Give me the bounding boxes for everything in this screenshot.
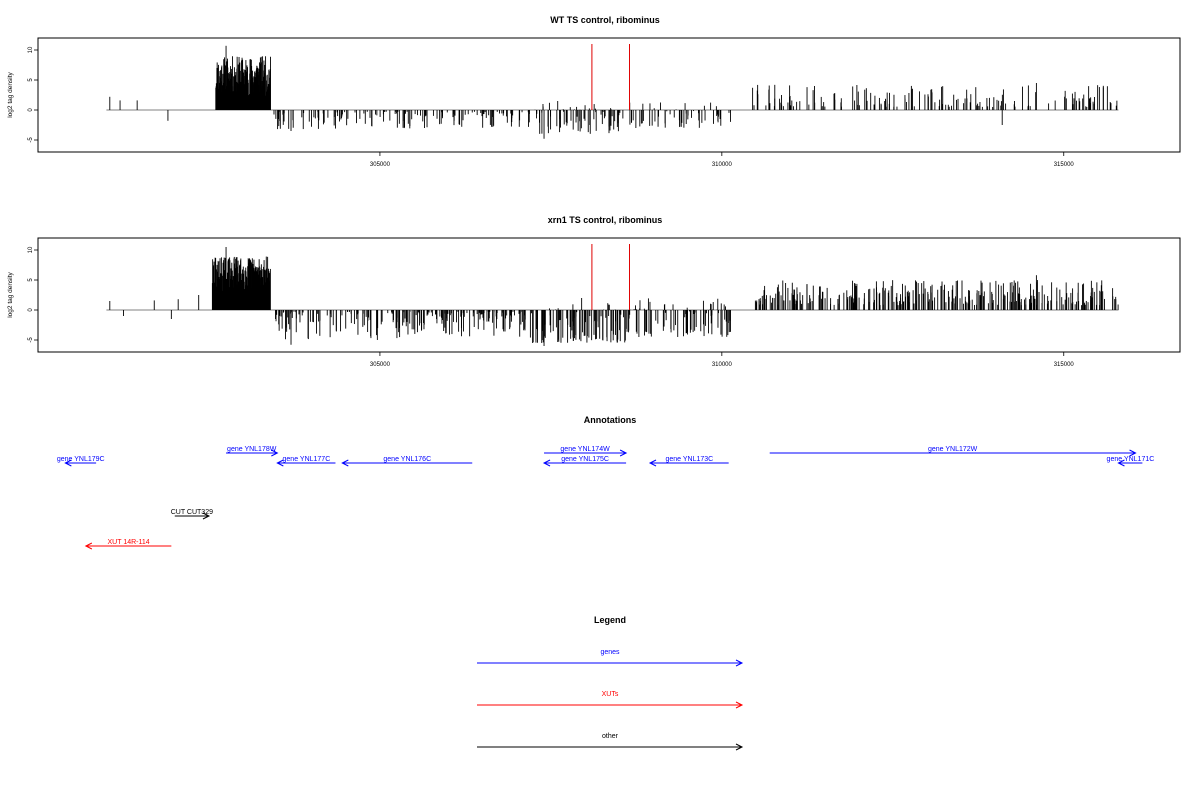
arrow-head — [271, 449, 279, 457]
y-axis-label: log2 tag density — [7, 71, 14, 117]
feature-label: gene YNL177C — [283, 456, 331, 463]
legend-entry: other — [477, 733, 744, 751]
track-panel-xrn1: xrn1 TS control, ribominus log2 tag dens… — [7, 215, 1181, 368]
annotations-title: Annotations — [584, 415, 637, 425]
panel-title: WT TS control, ribominus — [550, 15, 660, 25]
arrow-head — [64, 459, 72, 467]
plot-frame — [37, 37, 1181, 153]
arrow-head — [1117, 459, 1125, 467]
arrow-head — [1129, 449, 1137, 457]
feature-label: gene YNL176C — [383, 456, 431, 463]
legend-label: other — [602, 733, 619, 740]
feature-label: gene YNL174W — [560, 446, 610, 453]
annotation-feature: gene YNL175C — [542, 456, 627, 467]
annotation-feature: gene YNL174W — [544, 446, 628, 457]
legend-entry: genes — [477, 649, 744, 667]
track-panel-wt: WT TS control, ribominus log2 tag densit… — [7, 15, 1181, 168]
feature-label: gene YNL175C — [561, 456, 609, 463]
x-tick-label: 315000 — [1054, 362, 1075, 368]
signal-bars — [106, 44, 1119, 139]
x-tick-label: 310000 — [712, 362, 733, 368]
legend-label: genes — [600, 649, 620, 656]
feature-label: gene YNL171C — [1107, 456, 1155, 463]
x-tick-label: 310000 — [712, 162, 733, 168]
legend-label: XUTs — [602, 691, 619, 698]
plot-frame — [37, 237, 1181, 353]
annotation-feature: gene YNL176C — [341, 456, 473, 467]
y-axis-label: log2 tag density — [7, 271, 14, 317]
feature-label: gene YNL172W — [928, 446, 978, 453]
y-tick-label: 10 — [28, 46, 34, 53]
arrow-head — [648, 459, 657, 467]
annotation-feature: gene YNL178W — [226, 446, 279, 457]
feature-label: gene YNL178W — [227, 446, 277, 453]
signal-bars — [106, 244, 1119, 346]
annotation-feature: gene YNL171C — [1107, 456, 1155, 467]
y-tick-label: -5 — [28, 137, 34, 143]
y-tick-label: 0 — [28, 108, 34, 112]
y-axis: -5 0 5 10 — [28, 46, 39, 143]
arrow-head — [735, 659, 744, 667]
arrow-head — [341, 459, 349, 467]
x-axis: 305000 310000 315000 — [370, 352, 1075, 368]
x-tick-label: 305000 — [370, 162, 391, 168]
feature-label: gene YNL173C — [665, 456, 713, 463]
y-tick-label: -5 — [28, 337, 34, 343]
feature-label: gene YNL179C — [57, 456, 105, 463]
annotation-feature: gene YNL172W — [769, 446, 1137, 457]
annotation-feature: CUT CUT329 — [171, 509, 213, 520]
arrow-head — [276, 459, 284, 467]
y-axis: -5 0 5 10 — [28, 246, 39, 343]
x-tick-label: 315000 — [1054, 162, 1075, 168]
legend-title: Legend — [594, 615, 626, 625]
feature-label: CUT CUT329 — [171, 509, 213, 516]
annotation-feature: gene YNL179C — [57, 456, 105, 467]
arrow-head — [542, 459, 551, 467]
y-tick-label: 5 — [28, 278, 34, 282]
annotation-feature: XUT 14R-114 — [84, 539, 172, 550]
arrow-head — [735, 701, 744, 709]
legend-entries: genes XUTs other — [477, 649, 744, 751]
arrow-head — [202, 512, 211, 520]
arrow-head — [735, 743, 744, 751]
annotation-feature: gene YNL177C — [276, 456, 336, 467]
legend-entry: XUTs — [477, 691, 744, 709]
arrow-head — [619, 449, 628, 457]
annotation-features: gene YNL179C gene YNL178W gene YNL177C gene… — [57, 446, 1155, 550]
annotation-feature: gene YNL173C — [648, 456, 729, 467]
arrow-head — [84, 542, 93, 550]
legend: Legend genes XUTs other — [477, 615, 744, 751]
x-axis: 305000 310000 315000 — [370, 152, 1075, 168]
y-tick-label: 10 — [28, 246, 34, 253]
feature-label: XUT 14R-114 — [108, 539, 150, 546]
y-tick-label: 5 — [28, 78, 34, 82]
x-tick-label: 305000 — [370, 362, 391, 368]
y-tick-label: 0 — [28, 308, 34, 312]
panel-title: xrn1 TS control, ribominus — [548, 215, 663, 225]
